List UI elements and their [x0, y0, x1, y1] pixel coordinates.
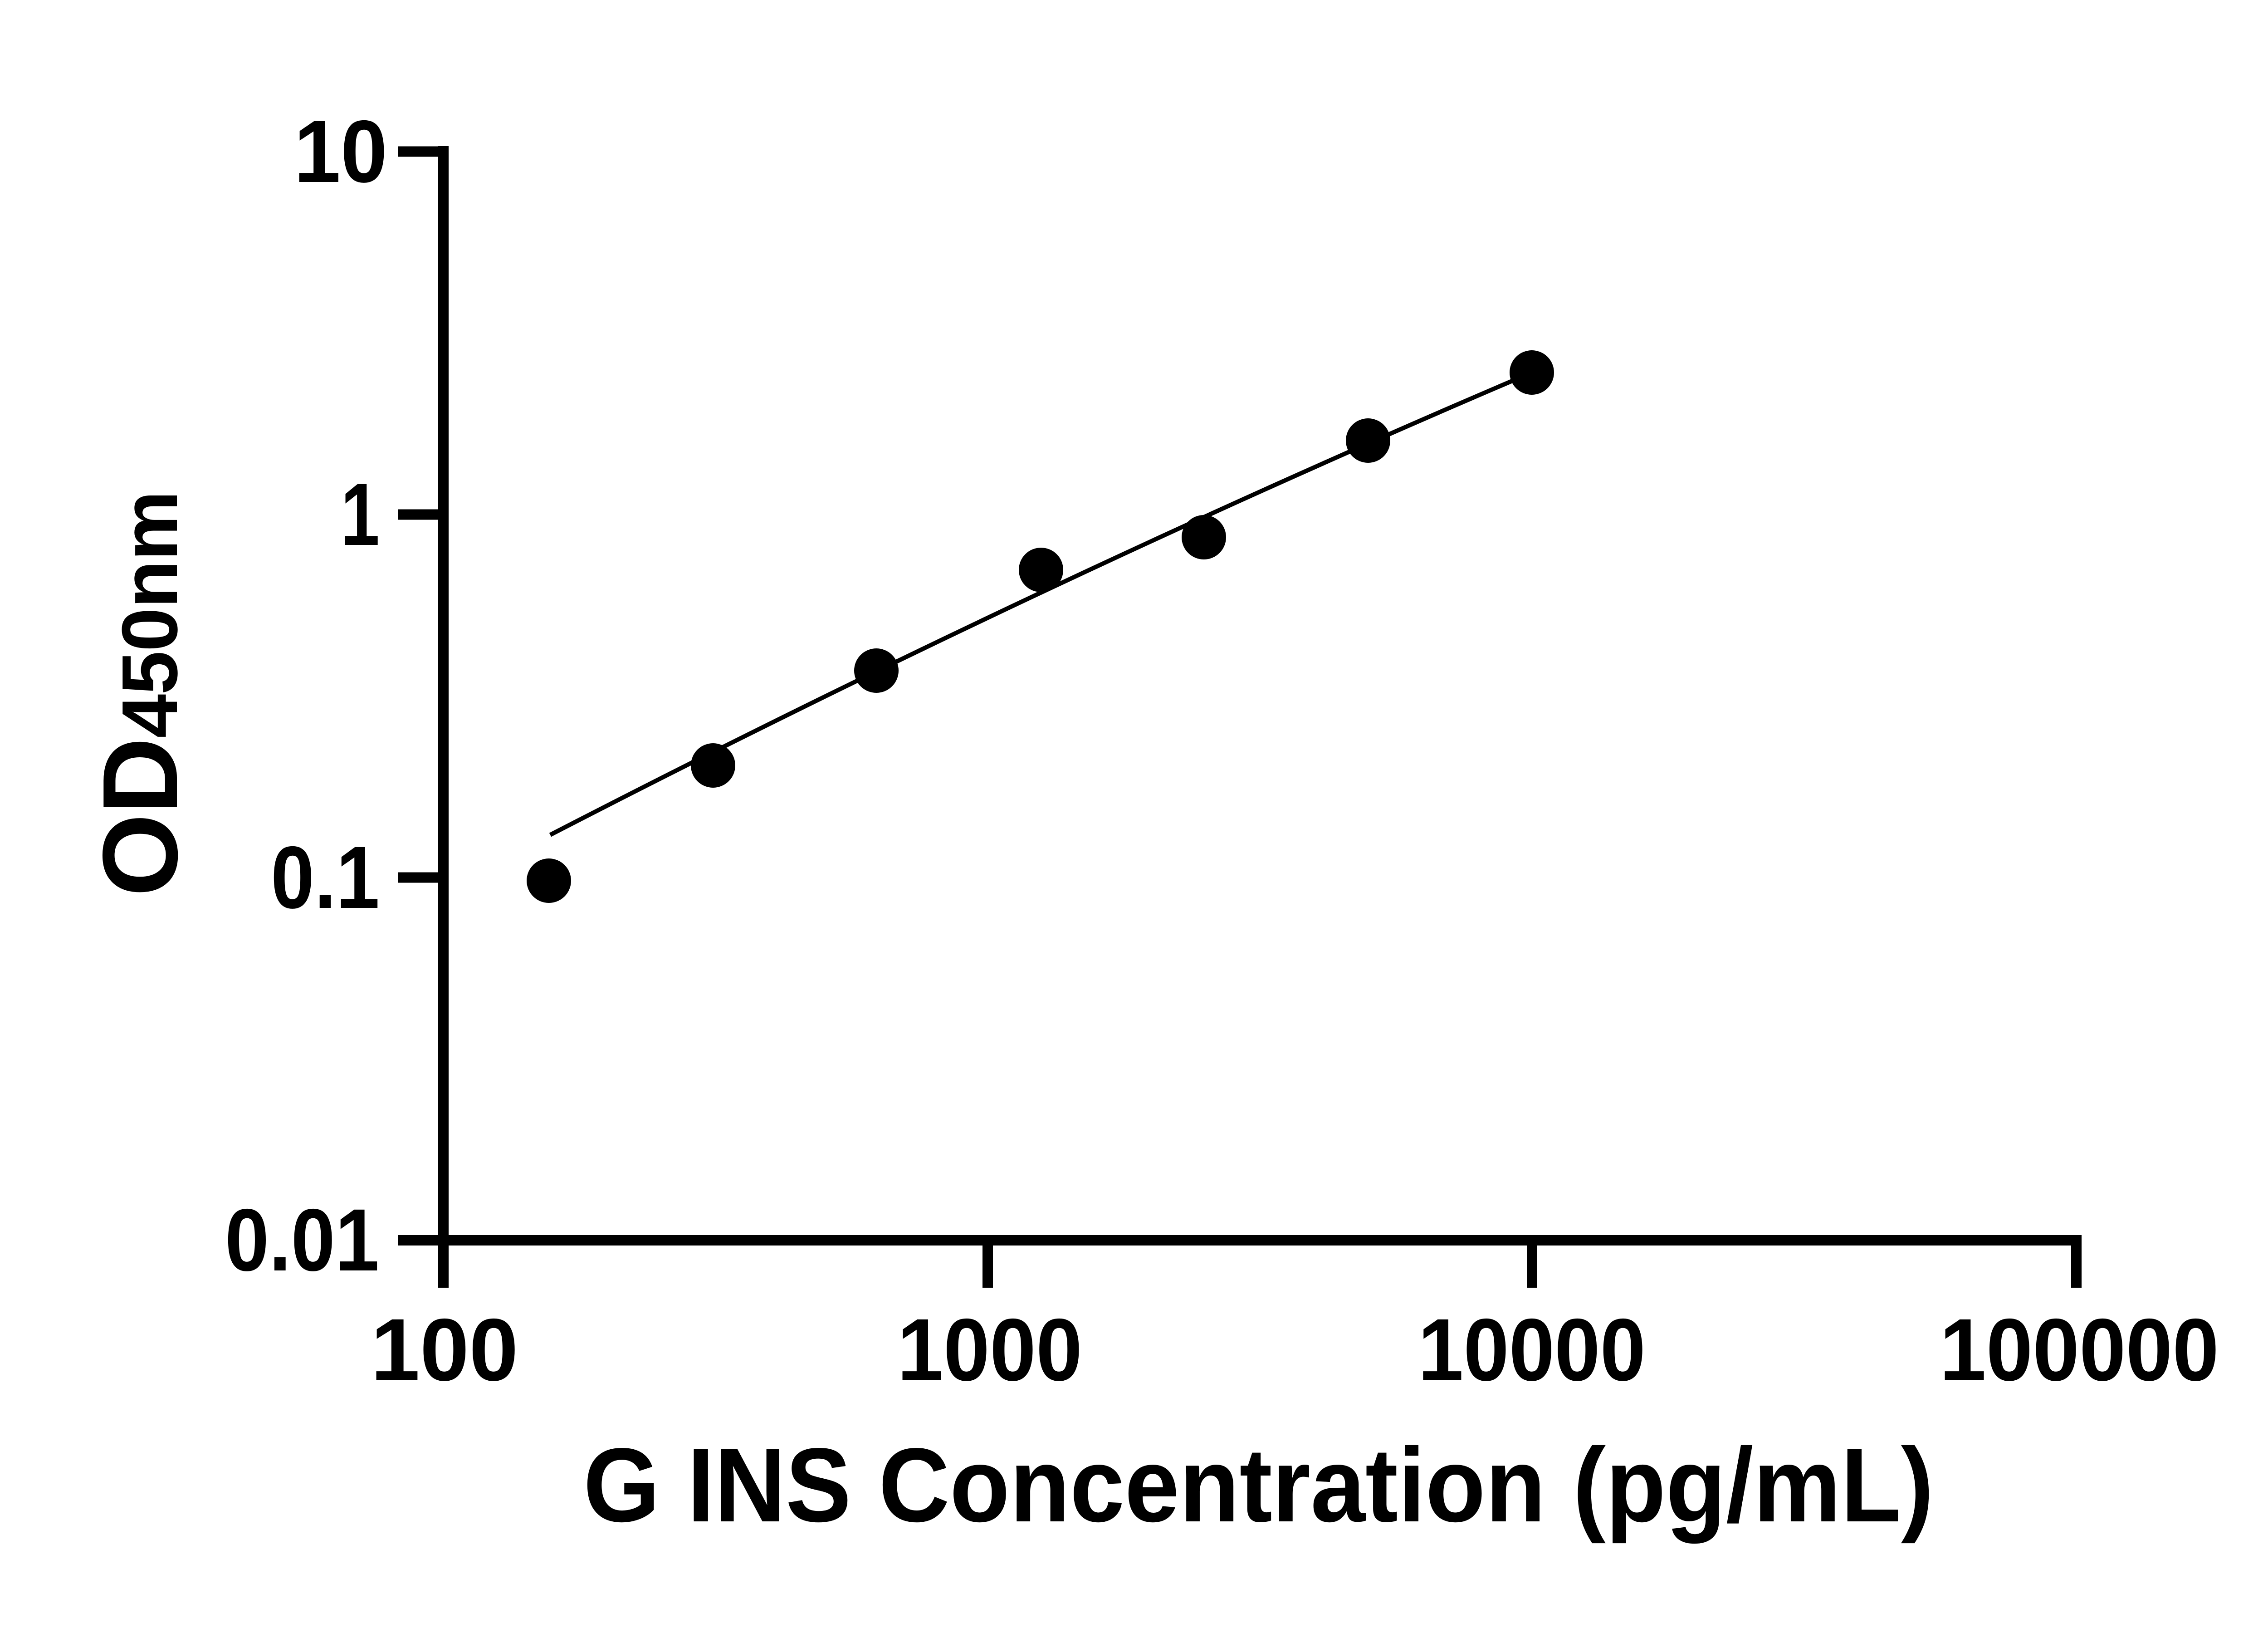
svg-text:0.01: 0.01 [225, 1191, 379, 1290]
svg-text:100000: 100000 [1940, 1300, 2219, 1399]
svg-text:0.1: 0.1 [271, 828, 380, 927]
svg-text:1000: 1000 [897, 1300, 1082, 1399]
svg-text:1: 1 [341, 465, 380, 564]
svg-text:OD450nm: OD450nm [80, 491, 200, 897]
svg-text:G INS Concentration (pg/mL): G INS Concentration (pg/mL) [583, 1427, 1934, 1544]
svg-text:10: 10 [294, 102, 387, 201]
svg-text:10000: 10000 [1418, 1300, 1646, 1399]
svg-text:100: 100 [371, 1300, 518, 1399]
